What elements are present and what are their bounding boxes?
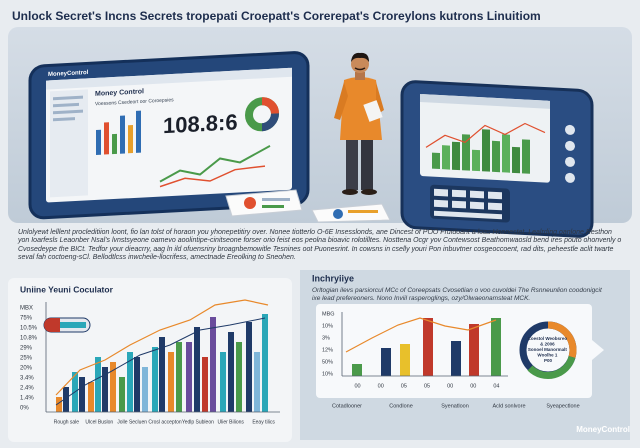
left-panel-title: Uniine Yeuni Coculator xyxy=(20,284,114,294)
intro-paragraph: Unlolyewt lelllent procleditiion loont, … xyxy=(18,229,622,262)
y-label: MBX xyxy=(20,306,33,312)
footer-brand: MoneyControl xyxy=(576,425,630,434)
y-label: 3.4% xyxy=(20,376,34,382)
x-label: 05 xyxy=(424,383,430,389)
calculator-device xyxy=(400,80,594,238)
y-label: 1.4% xyxy=(20,396,34,402)
x-label: 00 xyxy=(378,383,384,389)
y-label: 25% xyxy=(20,356,33,362)
x-label: Yedlp Subleon xyxy=(182,419,214,425)
y-label: 50% xyxy=(322,359,333,365)
insight-text: Orltogian ilevs parsiorcul MCc of Coreep… xyxy=(312,287,602,302)
y-label: 0% xyxy=(20,406,29,412)
y-label: 29% xyxy=(20,346,33,352)
x-label: Ulcel Buslon xyxy=(85,419,113,425)
tablet: MoneyControl Money Control Voessons Csed… xyxy=(28,51,310,220)
y-label: 3% xyxy=(322,335,330,341)
y-label: 12% xyxy=(322,347,333,353)
person xyxy=(334,52,384,195)
y-label: 10.5% xyxy=(20,326,38,332)
tablet-brand: MoneyControl xyxy=(48,70,89,78)
screen-number: 108.8:6 xyxy=(163,109,238,138)
screen-subtitle: Voessons Csedeort oor Coroepsies xyxy=(95,97,174,107)
y-label: 10% xyxy=(322,323,333,329)
page-title: Unlock Secret's Incns Secrets tropepati … xyxy=(12,9,541,23)
left-bars xyxy=(43,299,280,413)
y-label: 75% xyxy=(20,316,33,322)
right-bars xyxy=(341,312,577,379)
y-label: 10.8% xyxy=(20,336,38,342)
y-label: MBG xyxy=(322,311,335,317)
x-label: Rough sale xyxy=(54,419,80,425)
y-label: 2.4% xyxy=(20,386,34,392)
x-label: 00 xyxy=(470,383,476,389)
x-label: 00 xyxy=(447,383,453,389)
category-label: Cotadlooner xyxy=(332,403,362,409)
category-label: Condlone xyxy=(389,403,413,409)
x-label: Ulier Bilions xyxy=(218,419,245,425)
category-label: Syenatloon xyxy=(441,403,469,409)
right-panel-title: Inchryiiye xyxy=(312,273,354,283)
x-label: 04 xyxy=(493,383,499,389)
y-label: 20% xyxy=(20,366,33,372)
donut-label: Coestol Weobsreo & 2006 Sonoel Manormalt… xyxy=(528,336,569,363)
paper xyxy=(225,189,303,217)
category-label: Acld sonlvore xyxy=(492,403,525,409)
x-label: 00 xyxy=(355,383,361,389)
x-label: Jolle Secluen xyxy=(117,419,147,425)
category-label: Syeapectlone xyxy=(546,403,579,409)
y-label: 10% xyxy=(322,371,333,377)
x-label: 05 xyxy=(401,383,407,389)
x-label: Eeay tilics xyxy=(252,419,275,425)
x-label: Crosl accepton xyxy=(148,419,182,425)
screen-title: Money Control xyxy=(95,88,144,98)
